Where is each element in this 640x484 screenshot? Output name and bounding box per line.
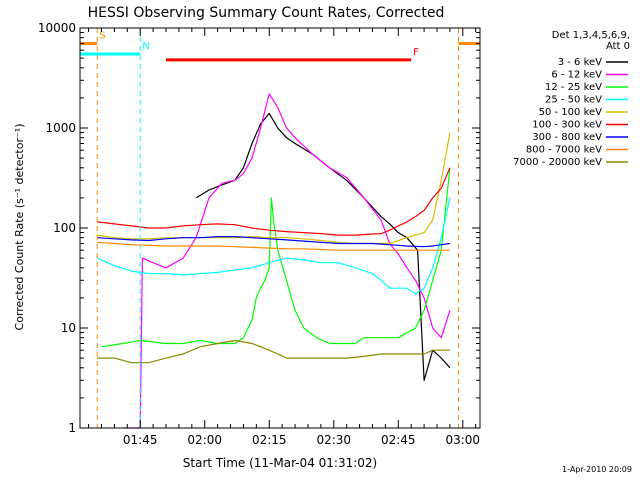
flag-label-2: F bbox=[413, 47, 419, 58]
series-line-4 bbox=[97, 132, 451, 245]
x-tick-label-4: 02:45 bbox=[381, 433, 416, 447]
series-line-1 bbox=[123, 93, 451, 429]
y-tick-label-1: 10 bbox=[61, 321, 76, 335]
series-line-7 bbox=[97, 241, 450, 251]
legend: Det 1,3,4,5,6,9,Att 0 3 - 6 keV 6 - 12 keV… bbox=[513, 30, 630, 168]
x-tick-label-5: 03:00 bbox=[445, 433, 480, 447]
series-line-5 bbox=[97, 167, 451, 236]
series-layer bbox=[96, 93, 451, 429]
flag-layer: S N F bbox=[80, 28, 481, 428]
x-tick-label-1: 02:00 bbox=[187, 433, 222, 447]
legend-header-1: Att 0 bbox=[606, 41, 630, 52]
axis-layer: 1 10 100 1000 10000 01:45 02:00 02:15 02:30 02:45… bbox=[38, 21, 481, 447]
legend-label-6: 300 - 800 keV bbox=[532, 132, 602, 143]
series-line-8 bbox=[97, 339, 450, 364]
flag-label-0: S bbox=[99, 30, 105, 41]
y-tick-label-0: 1 bbox=[68, 421, 76, 435]
x-tick-label-3: 02:30 bbox=[316, 433, 351, 447]
legend-label-3: 25 - 50 keV bbox=[545, 95, 602, 106]
series-line-3 bbox=[96, 197, 451, 295]
legend-label-2: 12 - 25 keV bbox=[545, 82, 602, 93]
legend-header-0: Det 1,3,4,5,6,9, bbox=[552, 30, 630, 41]
y-axis-label: Corrected Count Rate (s⁻¹ detector⁻¹) bbox=[13, 124, 26, 331]
series-line-6 bbox=[97, 236, 450, 248]
chart-title: HESSI Observing Summary Count Rates, Cor… bbox=[88, 5, 445, 21]
x-tick-label-0: 01:45 bbox=[123, 433, 158, 447]
series-line-2 bbox=[101, 167, 451, 348]
legend-label-1: 6 - 12 keV bbox=[551, 70, 602, 81]
y-tick-label-4: 10000 bbox=[38, 21, 76, 35]
legend-label-8: 7000 - 20000 keV bbox=[513, 157, 602, 168]
y-tick-label-2: 100 bbox=[53, 221, 76, 235]
y-tick-label-3: 1000 bbox=[45, 121, 76, 135]
flag-label-1: N bbox=[142, 41, 149, 52]
legend-label-0: 3 - 6 keV bbox=[558, 57, 602, 68]
x-axis-label: Start Time (11-Mar-04 01:31:02) bbox=[183, 456, 377, 470]
legend-label-5: 100 - 300 keV bbox=[532, 120, 602, 131]
legend-label-7: 800 - 7000 keV bbox=[526, 145, 602, 156]
legend-label-4: 50 - 100 keV bbox=[539, 107, 603, 118]
x-tick-label-2: 02:15 bbox=[252, 433, 287, 447]
timestamp: 1-Apr-2010 20:09 bbox=[562, 465, 632, 474]
